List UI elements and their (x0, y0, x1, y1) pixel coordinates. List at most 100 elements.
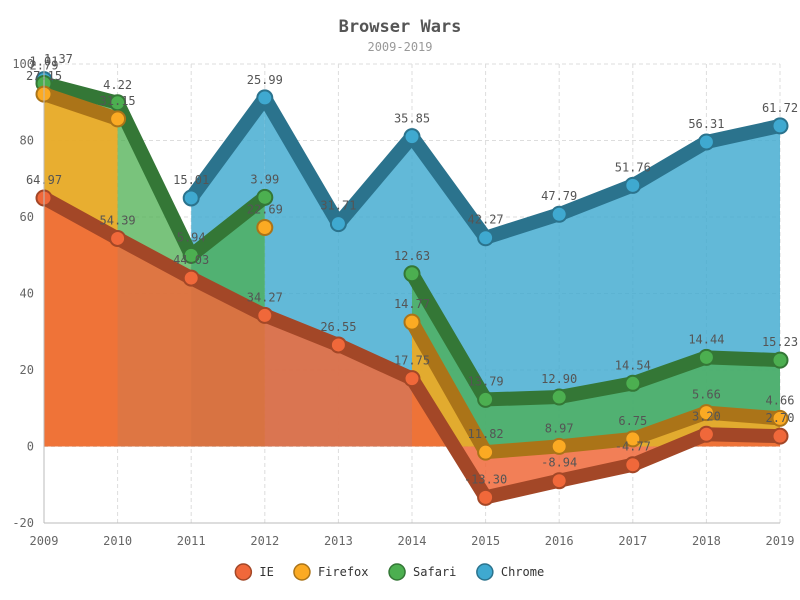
data-label-firefox: 14.77 (394, 297, 430, 311)
point-safari[interactable] (109, 94, 127, 112)
data-label-safari: 4.22 (103, 78, 132, 92)
legend-item-firefox[interactable]: Firefox (293, 563, 369, 581)
point-ie[interactable] (771, 427, 789, 445)
data-label-chrome: 25.99 (247, 73, 283, 87)
point-chrome[interactable] (697, 133, 715, 151)
point-safari[interactable] (403, 265, 421, 283)
point-ie[interactable] (109, 229, 127, 247)
point-firefox[interactable] (624, 430, 642, 448)
legend-item-safari[interactable]: Safari (388, 563, 456, 581)
legend-item-chrome[interactable]: Chrome (476, 563, 544, 581)
data-label-chrome: 35.85 (394, 112, 430, 126)
point-ie[interactable] (329, 336, 347, 354)
data-label-firefox: 5.66 (692, 388, 721, 402)
point-firefox[interactable] (697, 404, 715, 422)
y-tick-label: 40 (20, 287, 34, 301)
data-label-firefox: 31.15 (100, 94, 136, 108)
point-layer (35, 71, 789, 506)
point-chrome[interactable] (477, 229, 495, 247)
x-tick-label: 2010 (103, 534, 132, 548)
point-ie[interactable] (624, 456, 642, 474)
point-ie[interactable] (182, 269, 200, 287)
data-label-chrome: 42.27 (468, 213, 504, 227)
point-chrome[interactable] (403, 128, 421, 146)
point-ie[interactable] (403, 370, 421, 388)
point-firefox[interactable] (771, 409, 789, 427)
chart-subtitle: 2009-2019 (367, 40, 432, 54)
data-label-chrome: 47.79 (541, 189, 577, 203)
x-tick-label: 2015 (471, 534, 500, 548)
point-safari[interactable] (550, 388, 568, 406)
point-ie[interactable] (256, 306, 274, 324)
x-tick-label: 2018 (692, 534, 721, 548)
data-label-ie: 26.55 (320, 320, 356, 334)
data-label-ie: 17.75 (394, 354, 430, 368)
data-label-chrome: 15.01 (173, 173, 209, 187)
data-label-chrome: 31.71 (320, 199, 356, 213)
line-firefox (37, 87, 125, 126)
data-label-ie: -13.30 (464, 472, 507, 486)
point-safari[interactable] (697, 348, 715, 366)
legend-label-safari: Safari (413, 565, 456, 579)
point-chrome[interactable] (550, 205, 568, 223)
point-chrome[interactable] (182, 189, 200, 207)
data-label-safari: 5.94 (177, 230, 206, 244)
y-tick-label: 80 (20, 134, 34, 148)
data-label-ie: -8.94 (541, 456, 577, 470)
legend-item-ie[interactable]: IE (234, 563, 274, 581)
x-tick-label: 2016 (545, 534, 574, 548)
data-label-safari: 15.23 (762, 335, 798, 349)
data-label-firefox: 4.66 (766, 393, 795, 407)
x-tick-label: 2011 (177, 534, 206, 548)
legend-swatch-chrome (476, 563, 494, 581)
axis-layer: -20 0 20 40 60 80 100 2009 2010 2011 2012 2013 2014 2… (12, 57, 794, 548)
point-safari[interactable] (624, 374, 642, 392)
x-tick-label: 2019 (766, 534, 795, 548)
data-label-safari: 12.63 (394, 249, 430, 263)
point-safari[interactable] (771, 351, 789, 369)
point-chrome[interactable] (329, 215, 347, 233)
point-firefox[interactable] (256, 218, 274, 236)
label-layer: 1.01 15.01 25.99 31.71 35.85 42.27 47.79 51.76 5… (26, 52, 798, 486)
point-ie[interactable] (550, 472, 568, 490)
y-tick-label: 0 (27, 440, 34, 454)
y-tick-label: 100 (12, 57, 34, 71)
data-label-safari: 13.79 (468, 374, 504, 388)
point-firefox[interactable] (550, 437, 568, 455)
data-label-firefox: 22.69 (247, 202, 283, 216)
legend-swatch-safari (388, 563, 406, 581)
x-tick-label: 2014 (398, 534, 427, 548)
line-safari (405, 266, 787, 407)
x-tick-label: 2012 (250, 534, 279, 548)
point-safari[interactable] (256, 188, 274, 206)
point-ie[interactable] (477, 488, 495, 506)
point-firefox[interactable] (109, 110, 127, 128)
legend-swatch-ie (234, 563, 253, 581)
legend[interactable]: IE Firefox Safari Chrome (234, 563, 544, 581)
point-safari[interactable] (182, 246, 200, 264)
data-label-ie: 34.27 (247, 290, 283, 304)
y-tick-label: 60 (20, 210, 34, 224)
point-safari[interactable] (477, 390, 495, 408)
chart-title: Browser Wars (339, 17, 462, 37)
data-label-chrome: 61.72 (762, 101, 798, 115)
line-chrome (184, 90, 272, 205)
x-tick-label: 2017 (618, 534, 647, 548)
legend-label-chrome: Chrome (501, 565, 544, 579)
line-chrome (405, 118, 787, 245)
data-label-chrome: 51.76 (615, 160, 651, 174)
point-firefox[interactable] (403, 313, 421, 331)
data-label-firefox: 8.97 (545, 421, 574, 435)
point-ie[interactable] (697, 425, 715, 443)
point-chrome[interactable] (624, 176, 642, 194)
legend-label-firefox: Firefox (318, 565, 369, 579)
data-label-ie: 2.70 (766, 411, 795, 425)
point-firefox[interactable] (477, 443, 495, 461)
point-chrome[interactable] (256, 89, 274, 107)
data-label-firefox: 11.82 (468, 427, 504, 441)
data-label-ie: 44.03 (173, 253, 209, 267)
legend-label-ie: IE (259, 565, 273, 579)
point-chrome[interactable] (771, 117, 789, 135)
